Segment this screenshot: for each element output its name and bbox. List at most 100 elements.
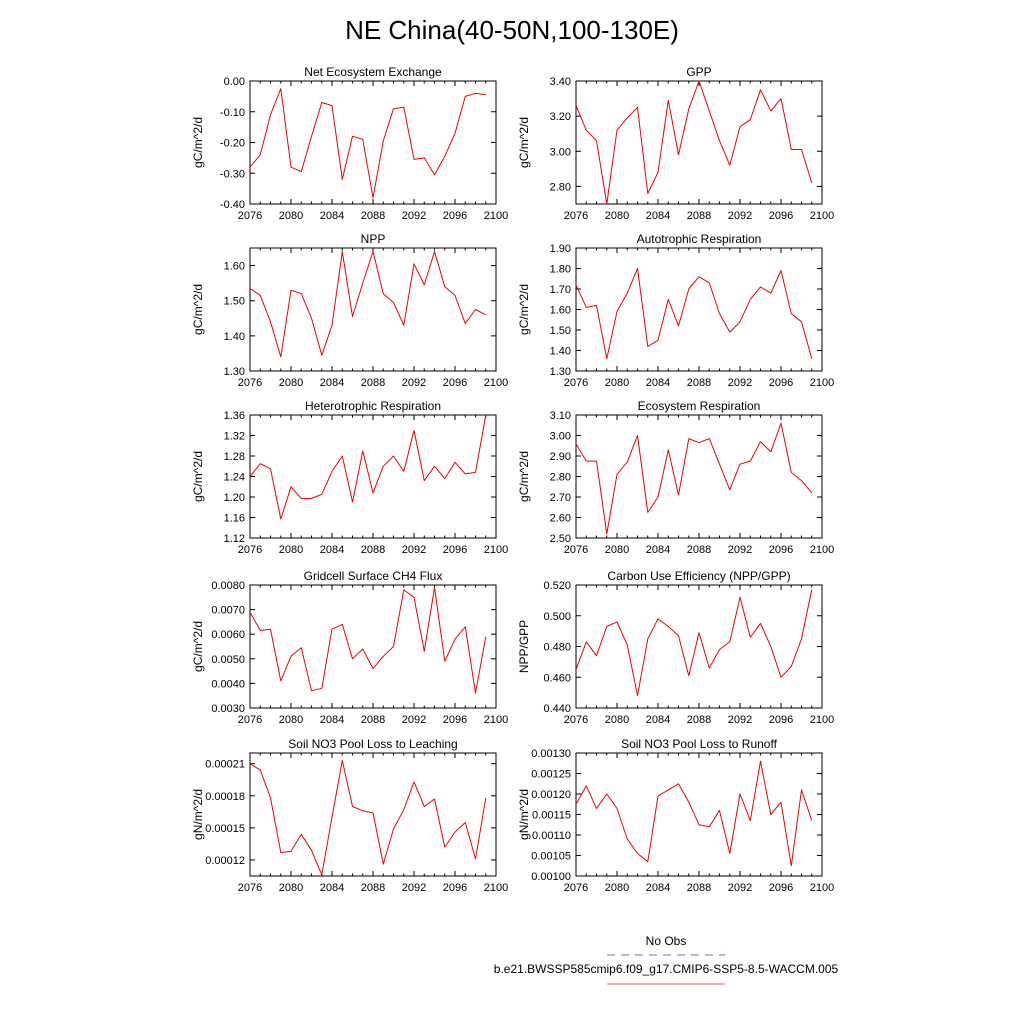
x-tick-label: 2080: [605, 544, 629, 556]
y-tick-label: 1.60: [224, 261, 245, 273]
x-tick-label: 2080: [605, 714, 629, 726]
y-tick-label: 1.40: [550, 346, 571, 358]
y-tick-label: 0.500: [543, 611, 571, 623]
x-tick-label: 2100: [484, 544, 508, 556]
series-line: [249, 587, 487, 694]
y-tick-label: 1.50: [550, 325, 571, 337]
y-tick-label: 1.36: [224, 410, 245, 422]
y-tick-label: 0.480: [543, 642, 571, 654]
y-axis-label: gC/m^2/d: [191, 451, 205, 502]
x-tick-label: 2084: [320, 210, 344, 222]
y-tick-label: 0.520: [543, 580, 571, 592]
y-tick-label: 3.00: [550, 146, 571, 158]
y-tick-label: 0.00015: [205, 823, 245, 835]
y-tick-label: 3.00: [550, 431, 571, 443]
x-tick-label: 2092: [728, 714, 752, 726]
x-tick-label: 2076: [564, 544, 588, 556]
series-line: [249, 251, 487, 358]
y-tick-label: 0.0040: [211, 678, 245, 690]
x-tick-label: 2092: [728, 377, 752, 389]
panels: Net Ecosystem Exchange gC/m^2/d 2076 2080 20…: [191, 65, 834, 894]
y-tick-label: 1.60: [550, 305, 571, 317]
panel-4: Heterotrophic Respiration gC/m^2/d 2076 208…: [191, 399, 508, 556]
y-tick-label: 1.30: [224, 366, 245, 378]
series-line: [575, 589, 813, 697]
x-tick-label: 2088: [361, 210, 385, 222]
y-axis-label: NPP/GPP: [517, 620, 531, 673]
x-tick-label: 2076: [564, 714, 588, 726]
series-line: [575, 760, 813, 867]
x-tick-label: 2084: [646, 377, 670, 389]
panel-title: Soil NO3 Pool Loss to Leaching: [288, 737, 457, 751]
x-tick-label: 2080: [279, 882, 303, 894]
panel-8: Soil NO3 Pool Loss to Leaching gN/m^2/d 20…: [191, 737, 508, 894]
x-tick-label: 2080: [279, 377, 303, 389]
y-tick-label: 3.10: [550, 410, 571, 422]
x-tick-label: 2096: [769, 210, 793, 222]
x-tick-label: 2076: [238, 377, 262, 389]
y-tick-label: -0.10: [220, 107, 245, 119]
panel-title: Ecosystem Respiration: [638, 399, 761, 413]
panel-title: Carbon Use Efficiency (NPP/GPP): [607, 569, 790, 583]
x-tick-label: 2096: [769, 714, 793, 726]
y-tick-label: 2.70: [550, 492, 571, 504]
x-tick-label: 2084: [646, 882, 670, 894]
x-tick-label: 2096: [443, 377, 467, 389]
x-tick-label: 2076: [564, 377, 588, 389]
y-tick-label: 1.90: [550, 243, 571, 255]
y-axis-label: gC/m^2/d: [191, 621, 205, 672]
y-tick-label: 0.00130: [531, 748, 571, 760]
y-tick-label: 1.50: [224, 296, 245, 308]
x-tick-label: 2100: [810, 882, 834, 894]
x-tick-label: 2084: [646, 714, 670, 726]
x-tick-label: 2088: [687, 544, 711, 556]
x-tick-label: 2084: [646, 210, 670, 222]
x-tick-label: 2080: [279, 544, 303, 556]
y-tick-label: 0.00110: [532, 830, 571, 842]
y-tick-label: 1.30: [550, 366, 571, 378]
panel-title: Soil NO3 Pool Loss to Runoff: [621, 737, 778, 751]
y-tick-label: 1.70: [550, 284, 571, 296]
x-tick-label: 2100: [484, 714, 508, 726]
panel-6: Gridcell Surface CH4 Flux gC/m^2/d 2076 208…: [191, 569, 508, 726]
x-tick-label: 2076: [238, 544, 262, 556]
panel-2: NPP gC/m^2/d 2076 2080 2084 2088 2092 2096 2100 1…: [191, 232, 508, 389]
x-tick-label: 2096: [769, 544, 793, 556]
x-tick-label: 2096: [443, 714, 467, 726]
legend-label-model: b.e21.BWSSP585cmip6.f09_g17.CMIP6-SSP5-8…: [494, 962, 839, 976]
panel-title: GPP: [686, 65, 711, 79]
x-tick-label: 2092: [402, 714, 426, 726]
x-tick-label: 2088: [361, 377, 385, 389]
x-tick-label: 2100: [484, 377, 508, 389]
x-tick-label: 2100: [810, 377, 834, 389]
plot-frame: [249, 247, 497, 372]
x-tick-label: 2088: [687, 714, 711, 726]
x-tick-label: 2100: [484, 210, 508, 222]
x-tick-label: 2080: [279, 714, 303, 726]
plot-frame: [575, 247, 823, 372]
x-tick-label: 2092: [402, 544, 426, 556]
y-tick-label: 0.00: [224, 76, 245, 88]
y-tick-label: 1.32: [224, 431, 245, 443]
x-tick-label: 2096: [443, 210, 467, 222]
y-tick-label: 0.0050: [211, 654, 245, 666]
x-tick-label: 2096: [443, 544, 467, 556]
x-tick-label: 2092: [728, 210, 752, 222]
y-tick-label: 1.80: [550, 264, 571, 276]
x-tick-label: 2084: [320, 377, 344, 389]
series-line: [249, 414, 487, 520]
y-tick-label: 3.20: [550, 111, 571, 123]
panel-title: Gridcell Surface CH4 Flux: [304, 569, 443, 583]
series-line: [575, 268, 813, 360]
y-tick-label: 2.60: [550, 513, 571, 525]
y-axis-label: gC/m^2/d: [191, 117, 205, 168]
panel-1: GPP gC/m^2/d 2076 2080 2084 2088 2092 2096 2100 2…: [517, 65, 834, 222]
legend: No Obs b.e21.BWSSP585cmip6.f09_g17.CMIP6-…: [494, 934, 839, 985]
x-tick-label: 2084: [320, 882, 344, 894]
series-line: [575, 80, 813, 205]
x-tick-label: 2088: [361, 544, 385, 556]
x-tick-label: 2076: [238, 882, 262, 894]
panel-0: Net Ecosystem Exchange gC/m^2/d 2076 2080 20…: [191, 65, 508, 222]
x-tick-label: 2088: [687, 377, 711, 389]
y-tick-label: 0.00012: [205, 855, 245, 867]
